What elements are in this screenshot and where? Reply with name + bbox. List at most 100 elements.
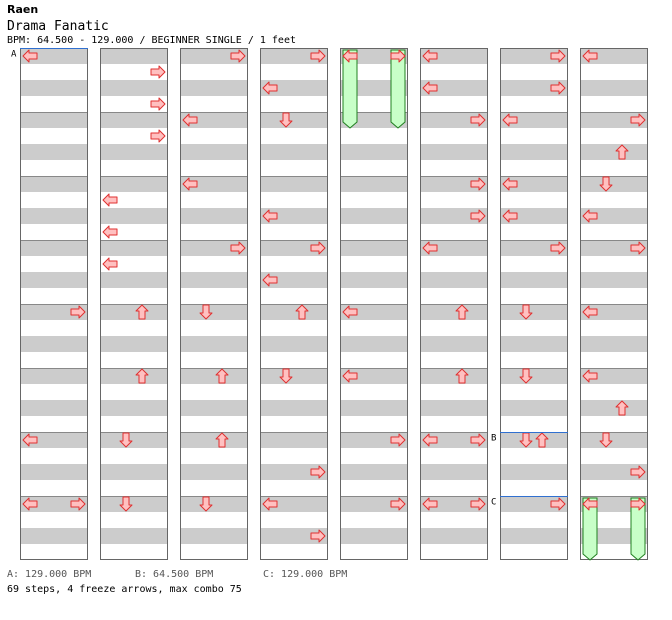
song-title: Drama Fanatic	[7, 19, 109, 34]
beat-stripe	[500, 208, 568, 224]
bpm-change-marker: B	[491, 434, 496, 444]
beat-stripe	[500, 496, 568, 512]
beat-stripe	[580, 272, 648, 288]
beat-stripe	[260, 48, 328, 64]
left-arrow-icon	[182, 113, 198, 127]
beat-stripe	[20, 240, 88, 256]
right-arrow-icon	[70, 497, 86, 511]
beat-stripe	[340, 336, 408, 352]
freeze-arrow	[582, 497, 598, 561]
column-border	[580, 48, 648, 560]
left-arrow-icon	[342, 369, 358, 383]
left-arrow-icon	[262, 209, 278, 223]
beat-stripe	[100, 112, 168, 128]
beat-stripe	[100, 368, 168, 384]
left-arrow-icon	[582, 49, 598, 63]
left-arrow-icon	[422, 81, 438, 95]
beat-stripe	[100, 144, 168, 160]
beat-stripe	[420, 272, 488, 288]
right-arrow-icon	[630, 113, 646, 127]
left-arrow-icon	[262, 273, 278, 287]
beat-stripe	[20, 528, 88, 544]
beat-stripe	[100, 208, 168, 224]
beat-stripe	[20, 336, 88, 352]
beat-stripe	[100, 240, 168, 256]
left-arrow-icon	[22, 433, 38, 447]
beat-stripe	[580, 80, 648, 96]
right-arrow-icon	[470, 177, 486, 191]
right-arrow-icon	[150, 97, 166, 111]
bpm-change-marker: C	[491, 498, 496, 508]
beat-stripe	[260, 464, 328, 480]
right-arrow-icon	[310, 529, 326, 543]
beat-stripe	[420, 48, 488, 64]
beat-stripe	[500, 272, 568, 288]
beat-stripe	[420, 400, 488, 416]
beat-stripe	[20, 208, 88, 224]
beat-stripe	[260, 368, 328, 384]
bpm-legend: A: 129.000 BPM B: 64.500 BPM C: 129.000 BP…	[7, 569, 347, 580]
beat-stripe	[500, 400, 568, 416]
beat-stripe	[180, 272, 248, 288]
up-arrow-icon	[455, 368, 469, 384]
left-arrow-icon	[582, 497, 598, 511]
right-arrow-icon	[550, 241, 566, 255]
left-arrow-icon	[102, 193, 118, 207]
beat-stripe	[500, 304, 568, 320]
beat-stripe	[20, 176, 88, 192]
left-arrow-icon	[582, 305, 598, 319]
right-arrow-icon	[310, 241, 326, 255]
right-arrow-icon	[150, 65, 166, 79]
right-arrow-icon	[470, 433, 486, 447]
up-arrow-icon	[295, 304, 309, 320]
beat-stripe	[100, 176, 168, 192]
down-arrow-icon	[199, 304, 213, 320]
beat-stripe	[420, 208, 488, 224]
beat-stripe	[260, 496, 328, 512]
beat-stripe	[340, 272, 408, 288]
beat-stripe	[340, 368, 408, 384]
freeze-arrow	[342, 49, 358, 129]
beat-stripe	[180, 432, 248, 448]
up-arrow-icon	[615, 144, 629, 160]
freeze-arrow	[630, 497, 646, 561]
beat-stripe	[580, 368, 648, 384]
beat-stripe	[180, 144, 248, 160]
right-arrow-icon	[390, 497, 406, 511]
beat-stripe	[580, 208, 648, 224]
beat-stripe	[420, 432, 488, 448]
down-arrow-icon	[119, 496, 133, 512]
beat-stripe	[340, 304, 408, 320]
beat-stripe	[260, 112, 328, 128]
beat-stripe	[260, 432, 328, 448]
beat-stripe	[20, 80, 88, 96]
right-arrow-icon	[470, 497, 486, 511]
beat-stripe	[180, 112, 248, 128]
beat-stripe	[100, 496, 168, 512]
beat-stripe	[260, 144, 328, 160]
beat-stripe	[20, 464, 88, 480]
beat-stripe	[260, 304, 328, 320]
beat-stripe	[180, 208, 248, 224]
beat-stripe	[100, 304, 168, 320]
beat-stripe	[580, 176, 648, 192]
beat-stripe	[260, 240, 328, 256]
beat-stripe	[100, 464, 168, 480]
bpm-legend-c: C: 129.000 BPM	[263, 569, 348, 580]
column-border	[340, 48, 408, 560]
right-arrow-icon	[630, 465, 646, 479]
beat-stripe	[580, 112, 648, 128]
beat-stripe	[100, 432, 168, 448]
beat-stripe	[500, 464, 568, 480]
right-arrow-icon	[230, 241, 246, 255]
up-arrow-icon	[135, 368, 149, 384]
beat-stripe	[180, 336, 248, 352]
beat-stripe	[180, 80, 248, 96]
beat-stripe	[20, 400, 88, 416]
beat-stripe	[20, 48, 88, 64]
down-arrow-icon	[599, 176, 613, 192]
down-arrow-icon	[519, 304, 533, 320]
beat-stripe	[580, 464, 648, 480]
left-arrow-icon	[582, 209, 598, 223]
